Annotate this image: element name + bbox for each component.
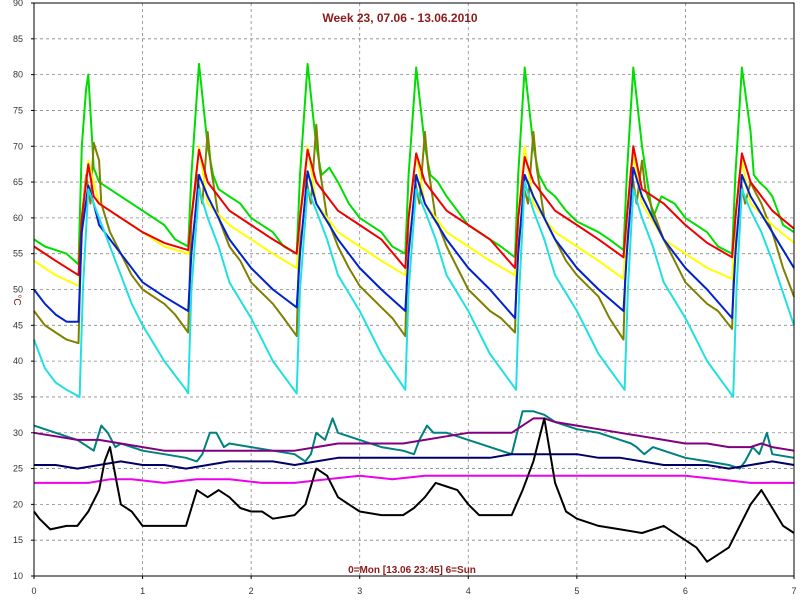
series-line-10 xyxy=(34,474,794,484)
x-tick-label: 0 xyxy=(31,586,36,596)
x-tick-label: 7 xyxy=(791,586,796,596)
y-tick-label: 90 xyxy=(13,0,23,8)
y-tick-label: 40 xyxy=(13,356,23,366)
x-tick-label: 2 xyxy=(249,586,254,596)
y-tick-label: 35 xyxy=(13,392,23,402)
y-tick-label: 70 xyxy=(13,141,23,151)
x-tick-label: 5 xyxy=(574,586,579,596)
y-tick-label: 55 xyxy=(13,249,23,259)
y-tick-label: 50 xyxy=(13,285,23,295)
series-line-7 xyxy=(33,410,795,470)
y-axis-label: °C xyxy=(11,294,22,305)
y-tick-label: 85 xyxy=(13,34,23,44)
series-line-8 xyxy=(33,417,795,452)
y-tick-label: 80 xyxy=(13,70,23,80)
y-tick-label: 20 xyxy=(13,499,23,509)
x-tick-label: 3 xyxy=(357,586,362,596)
y-tick-label: 15 xyxy=(13,535,23,545)
x-tick-label: 4 xyxy=(466,586,471,596)
y-tick-label: 25 xyxy=(13,464,23,474)
y-tick-label: 65 xyxy=(13,177,23,187)
x-axis-note: 0=Mon [13.06 23:45] 6=Sun xyxy=(348,565,476,576)
series-line-4 xyxy=(33,145,795,277)
y-tick-label: 45 xyxy=(13,320,23,330)
series-line-9 xyxy=(34,453,795,470)
series-line-11 xyxy=(33,417,795,563)
series-line-5 xyxy=(33,166,795,323)
y-tick-label: 30 xyxy=(13,428,23,438)
y-tick-label: 60 xyxy=(13,213,23,223)
y-tick-label: 10 xyxy=(13,571,23,581)
y-tick-label: 75 xyxy=(13,105,23,115)
series-line-6 xyxy=(33,181,795,398)
x-tick-label: 6 xyxy=(683,586,688,596)
series-lines xyxy=(33,62,795,563)
x-tick-label: 1 xyxy=(140,586,145,596)
series-line-1 xyxy=(33,62,795,266)
chart-title: Week 23, 07.06 - 13.06.2010 xyxy=(322,11,478,25)
